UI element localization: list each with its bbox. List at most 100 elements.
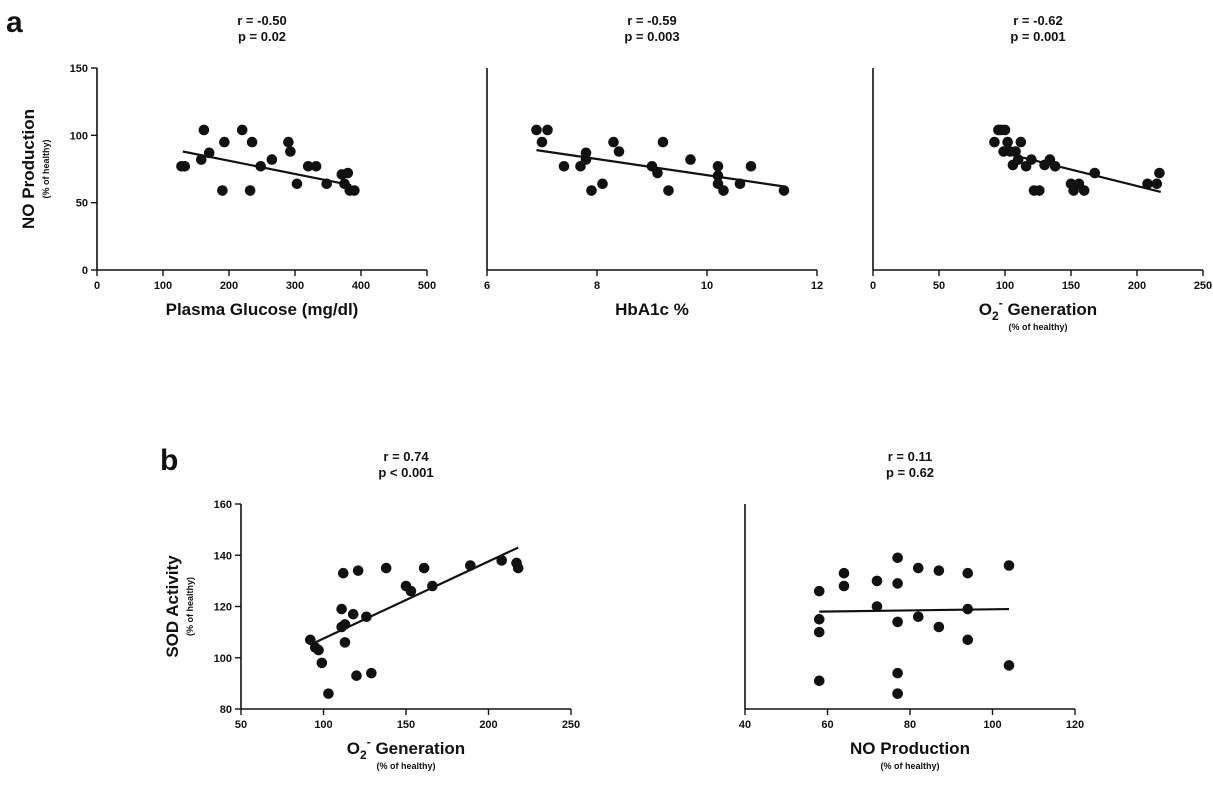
data-point — [1089, 167, 1101, 179]
y-tick-label: 120 — [214, 602, 232, 614]
data-point — [246, 136, 258, 148]
data-point — [305, 634, 316, 646]
x-tick-label: 200 — [220, 280, 238, 292]
data-point — [255, 161, 266, 172]
data-point — [236, 124, 248, 136]
data-point — [418, 562, 430, 574]
data-point — [1026, 154, 1037, 165]
data-point — [999, 124, 1011, 136]
data-point — [1002, 136, 1013, 148]
y-axis-sublabel: (% of healthy) — [185, 577, 195, 636]
x-tick-label: 50 — [933, 280, 945, 292]
x-axis-label-main: O — [979, 300, 992, 319]
stat-p-label: p = 0.02 — [238, 29, 286, 44]
x-axis-label-tail: Generation — [371, 739, 465, 758]
data-point — [310, 161, 322, 172]
chart-2: 6 8 10 12 r = -0.59p = 0.003 HbA1c % — [484, 13, 823, 319]
x-axis-label: HbA1c % — [615, 300, 689, 319]
data-point — [405, 585, 417, 597]
data-point — [712, 170, 724, 182]
data-point — [734, 178, 746, 190]
x-axis-sublabel: (% of healthy) — [1008, 322, 1067, 332]
data-point — [1003, 660, 1015, 671]
data-point — [195, 154, 207, 165]
regression-line — [998, 150, 1162, 193]
stat-p-label: p = 0.001 — [1010, 29, 1065, 44]
data-point — [536, 136, 548, 148]
y-axis-label: NO Production — [19, 109, 38, 229]
x-tick-label: 60 — [821, 719, 833, 731]
chart-4: 50 100 150 200 250 80 100 120 140 160 r = 0.74p < … — [163, 449, 580, 771]
stat-r-label: r = -0.59 — [627, 13, 677, 28]
data-point — [1151, 178, 1163, 190]
data-point — [203, 147, 215, 159]
data-point — [871, 601, 883, 612]
stat-p-label: p = 0.003 — [624, 29, 679, 44]
data-point — [217, 185, 228, 196]
data-point — [871, 575, 883, 587]
x-tick-label: 0 — [94, 280, 100, 292]
x-tick-label: 300 — [286, 280, 304, 292]
x-axis-label-main: HbA1c % — [615, 300, 689, 319]
x-tick-label: 12 — [811, 280, 823, 292]
data-point — [512, 562, 524, 574]
data-point — [962, 603, 974, 615]
data-point — [778, 185, 790, 196]
x-tick-label: 200 — [479, 719, 497, 731]
x-tick-label: 120 — [1066, 719, 1084, 731]
data-point — [352, 565, 364, 576]
x-tick-label: 80 — [904, 719, 916, 731]
data-point — [351, 670, 362, 681]
y-tick-label: 0 — [82, 265, 88, 277]
data-point — [366, 667, 377, 679]
y-tick-label: 140 — [214, 550, 232, 562]
data-point — [1078, 185, 1090, 196]
data-point — [244, 185, 256, 196]
x-tick-label: 50 — [235, 719, 247, 731]
x-axis-label-tail: Generation — [1003, 300, 1097, 319]
x-axis-label-main: O — [347, 739, 360, 758]
data-point — [219, 136, 230, 148]
data-point — [892, 688, 903, 699]
y-tick-label: 50 — [76, 198, 88, 210]
data-point — [339, 619, 351, 630]
panel-label-a: a — [6, 6, 23, 39]
data-point — [339, 637, 351, 648]
data-point — [347, 608, 359, 620]
data-point — [316, 657, 328, 669]
chart-3: 0 50 100 150 200 250 r = -0.62p = 0.001 O2- Gen… — [870, 13, 1212, 332]
data-point — [663, 185, 674, 196]
data-point — [380, 562, 392, 574]
data-point — [813, 585, 825, 597]
data-point — [531, 124, 542, 136]
data-point — [1010, 146, 1021, 157]
x-tick-label: 500 — [418, 280, 436, 292]
data-point — [912, 611, 924, 623]
data-point — [313, 644, 324, 656]
data-point — [198, 124, 210, 136]
stat-r-label: r = -0.62 — [1013, 13, 1063, 28]
chart-1: 0 100 200 300 400 500 0 50 100 150 r = -0.50p = 0.… — [19, 13, 436, 319]
data-point — [838, 567, 850, 579]
data-point — [323, 688, 334, 699]
data-point — [813, 626, 825, 638]
stat-r-label: r = -0.50 — [237, 13, 287, 28]
x-tick-label: 150 — [397, 719, 415, 731]
data-point — [179, 161, 191, 172]
data-point — [1049, 161, 1061, 172]
x-axis-label-main: Plasma Glucose (mg/dl) — [166, 300, 359, 319]
data-point — [933, 565, 945, 576]
y-tick-label: 80 — [220, 704, 232, 716]
data-point — [1012, 154, 1024, 165]
data-point — [597, 178, 608, 190]
data-point — [892, 578, 903, 589]
x-tick-label: 400 — [352, 280, 370, 292]
data-point — [342, 167, 354, 179]
x-tick-label: 100 — [154, 280, 172, 292]
y-axis-label: SOD Activity — [163, 555, 182, 658]
x-tick-label: 100 — [983, 719, 1001, 731]
data-point — [652, 167, 663, 179]
data-point — [1034, 185, 1045, 196]
data-point — [962, 634, 974, 646]
x-axis-label: O2- Generation — [347, 735, 465, 762]
